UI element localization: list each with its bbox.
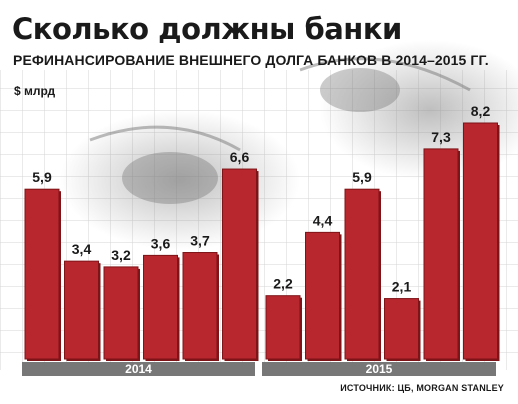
bar-value-label: 3,4 xyxy=(72,241,92,257)
bar-value-label: 2,2 xyxy=(273,276,293,292)
chart-title: Сколько должны банки xyxy=(12,12,402,46)
bar-value-label: 3,6 xyxy=(151,235,171,251)
bar xyxy=(222,168,257,360)
bar xyxy=(103,266,139,360)
bar-value-label: 4,4 xyxy=(313,212,333,228)
y-axis-unit: $ млрд xyxy=(14,84,56,98)
bar xyxy=(143,254,178,360)
bar xyxy=(24,188,60,360)
bar xyxy=(344,188,380,360)
bar-value-label: 6,6 xyxy=(230,149,250,165)
bar-value-label: 3,2 xyxy=(111,247,131,263)
bar-value-label: 3,7 xyxy=(190,233,210,249)
year-label: 2014 xyxy=(125,362,152,376)
bar xyxy=(384,298,419,360)
bar xyxy=(463,122,498,360)
bar-value-label: 5,9 xyxy=(352,169,372,185)
bar xyxy=(182,252,218,360)
year-band xyxy=(262,362,496,376)
bar-value-label: 8,2 xyxy=(471,103,491,119)
bar xyxy=(305,231,340,360)
chart-subtitle: РЕФИНАНСИРОВАНИЕ ВНЕШНЕГО ДОЛГА БАНКОВ В… xyxy=(13,52,489,68)
year-band xyxy=(22,362,255,376)
source-note: ИСТОЧНИК: ЦБ, MORGAN STANLEY xyxy=(340,383,504,393)
year-label: 2015 xyxy=(366,362,393,376)
bar xyxy=(64,260,99,360)
bar-value-label: 7,3 xyxy=(431,129,451,145)
bar xyxy=(423,148,459,360)
bar-value-label: 5,9 xyxy=(32,169,52,185)
bar xyxy=(265,295,301,360)
bar-value-label: 2,1 xyxy=(392,279,412,295)
